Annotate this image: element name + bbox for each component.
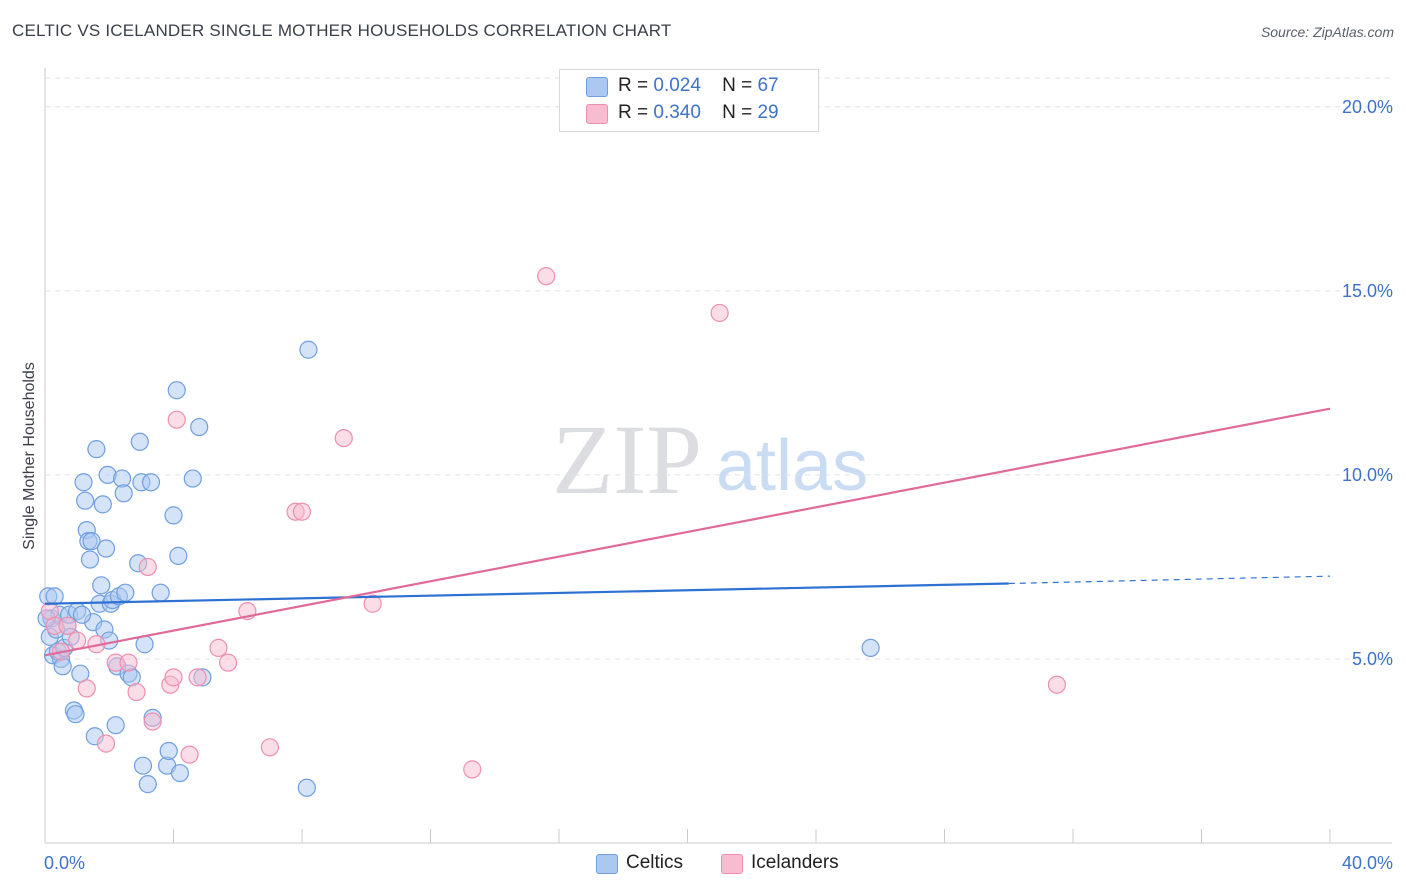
icelander-point [96,734,116,753]
trend-line-celtics [44,582,1009,605]
celtic-point [170,763,190,783]
celtic-point [74,473,93,492]
icelander-point [1047,675,1067,694]
watermark-atlas: atlas [716,426,868,506]
y-tick-labels: 5.0% 10.0% 15.0% 20.0% [1342,97,1393,669]
celtic-point [93,495,112,514]
celtic-point [106,716,125,735]
watermark-zip: ZIP [552,404,702,515]
celtic-point [66,705,85,724]
legend-r-label: R = [618,102,649,123]
legend-swatch-icelanders [586,104,608,124]
legend-swatch-celtics [586,77,608,97]
icelander-point [710,303,729,323]
bottom-legend: Celtics Icelanders [0,852,1406,878]
bottom-legend-label-icelanders: Icelanders [751,852,839,873]
celtic-point [116,583,135,602]
series-celtics [37,340,880,797]
celtic-point [133,756,153,775]
watermark: ZIP atlas [552,404,868,515]
celtic-point [299,340,318,359]
icelander-point [164,668,183,687]
icelander-point [209,638,228,658]
celtic-point [76,491,95,510]
x-tick-label-min: 0.0% [44,853,85,873]
celtic-point [130,432,149,451]
legend-n-label: N = [722,75,753,96]
icelander-point [138,557,157,577]
celtic-point [167,381,186,400]
celtic-point [80,550,100,569]
celtic-point [164,506,183,525]
legend-n-value: 67 [757,75,779,96]
legend-n-label: N = [722,102,753,123]
y-tick-label: 5.0% [1352,649,1393,669]
legend-r-label: R = [618,75,649,96]
icelander-point [58,616,77,635]
celtic-point [151,583,170,602]
icelander-point [119,653,138,672]
chart-title: CELTIC VS ICELANDER SINGLE MOTHER HOUSEH… [12,21,672,40]
legend-r-value: 0.024 [653,75,701,96]
icelander-point [143,712,162,731]
legend: R = 0.024 N = 67 R = 0.340 N = 29 [559,69,819,132]
celtic-point [114,484,133,503]
icelander-point [537,267,556,286]
icelander-point [167,410,186,429]
source-label: Source: ZipAtlas.com [1260,24,1394,40]
y-tick-label: 20.0% [1342,97,1393,117]
x-tick-labels: 0.0% 40.0% [44,853,1393,873]
celtic-point [183,469,202,488]
legend-r-value: 0.340 [653,102,701,123]
bottom-legend-swatch-icelanders [721,854,743,874]
celtic-point [141,473,161,492]
celtic-point [861,638,880,658]
x-tick-label-max: 40.0% [1342,853,1393,873]
icelander-point [363,594,382,613]
icelander-point [292,502,312,521]
icelander-point [180,745,199,764]
trend-lines [44,407,1331,657]
icelander-point [127,682,146,702]
trend-line-celtics-extension [1008,575,1331,585]
icelander-point [463,760,482,779]
icelander-point [219,653,238,672]
y-tick-label: 15.0% [1342,281,1393,301]
bottom-legend-label-celtics: Celtics [626,852,684,873]
icelander-point [188,668,207,687]
celtic-point [169,546,188,565]
grid [45,77,1392,660]
axes [44,68,1392,844]
series-icelanders [40,267,1067,779]
icelander-point [334,428,353,448]
celtic-point [190,417,209,437]
trend-line-icelanders [44,407,1331,657]
celtic-point [159,741,178,761]
celtic-point [96,539,116,558]
y-tick-label: 10.0% [1342,465,1393,485]
celtic-point [138,775,157,794]
icelander-point [260,738,279,757]
celtic-point [82,532,101,551]
bottom-legend-swatch-celtics [596,854,618,874]
celtic-point [72,605,92,624]
legend-n-value: 29 [757,102,779,123]
celtic-point [87,440,106,459]
icelander-point [77,679,96,698]
celtic-point [297,778,316,797]
celtic-point [92,576,111,595]
icelander-point [68,631,87,650]
